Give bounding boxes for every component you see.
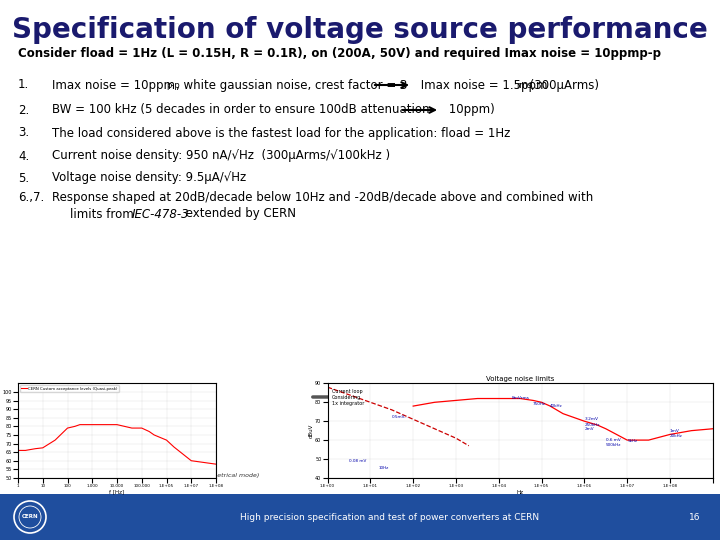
Text: CERN: CERN: [22, 515, 38, 519]
Text: Current noise density: 950 nA/√Hz  (300μArms/√100kHz ): Current noise density: 950 nA/√Hz (300μA…: [52, 150, 390, 163]
Text: 40kHz: 40kHz: [550, 404, 563, 408]
Text: 0.5mV...: 0.5mV...: [392, 415, 408, 420]
Text: 1mV: 1mV: [670, 429, 680, 433]
Text: Voltage noise density: 9.5μA/√Hz: Voltage noise density: 9.5μA/√Hz: [52, 172, 246, 185]
Text: limits from: limits from: [70, 207, 138, 220]
Text: 3.: 3.: [18, 126, 29, 139]
Text: 750Hz: 750Hz: [533, 402, 546, 406]
Text: extended by CERN: extended by CERN: [182, 207, 296, 220]
Text: 1.: 1.: [18, 78, 30, 91]
Text: Consider fload = 1Hz (L = 0.15H, R = 0.1R), on (200A, 50V) and required Imax noi: Consider fload = 1Hz (L = 0.15H, R = 0.1…: [18, 46, 661, 59]
Legend: CERN Custom acceptance levels (Quasi-peak): CERN Custom acceptance levels (Quasi-pea…: [20, 386, 119, 392]
Text: 500kHz: 500kHz: [606, 443, 621, 447]
Title: Voltage noise limits: Voltage noise limits: [486, 376, 554, 382]
Text: 3.2mV: 3.2mV: [585, 417, 598, 421]
Text: BW = 100 kHz (5 decades in order to ensure 100dB attenuation: BW = 100 kHz (5 decades in order to ensu…: [52, 104, 437, 117]
Text: The load considered above is the fastest load for the application: fload = 1Hz: The load considered above is the fastest…: [52, 126, 510, 139]
Text: 2mV: 2mV: [585, 427, 594, 431]
Text: 10Hz: 10Hz: [379, 467, 390, 470]
Text: Imax noise = 10ppm: Imax noise = 10ppm: [52, 78, 175, 91]
Text: Imax noise = 1.5ppm: Imax noise = 1.5ppm: [417, 78, 547, 91]
Text: p-p: p-p: [166, 80, 180, 90]
Y-axis label: dBuV: dBuV: [309, 423, 314, 438]
Text: Figure 1b: Output RMS voltage mask (differential and dissymmetrical mode): Figure 1b: Output RMS voltage mask (diff…: [18, 474, 259, 478]
Text: 8mVrms: 8mVrms: [512, 396, 529, 400]
Text: 0.08 mV: 0.08 mV: [349, 459, 366, 463]
Text: 6.,7.: 6.,7.: [18, 192, 44, 205]
Text: 0.6 mV: 0.6 mV: [606, 438, 621, 442]
Text: High precision specification and test of power converters at CERN: High precision specification and test of…: [240, 512, 539, 522]
Y-axis label: V [dBpV]: V [dBpV]: [0, 418, 1, 443]
Text: Response shaped at 20dB/decade below 10Hz and -20dB/decade above and combined wi: Response shaped at 20dB/decade below 10H…: [52, 192, 593, 205]
Text: Current loop
Considering
1x integrator: Current loop Considering 1x integrator: [332, 389, 364, 406]
Text: (300μArms): (300μArms): [526, 78, 599, 91]
Text: 5.: 5.: [18, 172, 29, 185]
Text: , white gaussian noise, crest factor = 3: , white gaussian noise, crest factor = 3: [176, 78, 415, 91]
X-axis label: f [Hz]: f [Hz]: [109, 490, 125, 495]
Text: 4.: 4.: [18, 150, 30, 163]
Text: IEC-478-3: IEC-478-3: [132, 207, 189, 220]
Bar: [0, 494, 720, 540]
Text: Specification of voltage source performance: Specification of voltage source performa…: [12, 16, 708, 44]
Text: 16: 16: [689, 512, 701, 522]
Text: rms: rms: [516, 80, 532, 90]
Text: 10ppm): 10ppm): [445, 104, 495, 117]
Text: 5kHz: 5kHz: [627, 439, 637, 443]
Text: 250kHz: 250kHz: [585, 423, 600, 427]
Text: 20kHz: 20kHz: [670, 434, 683, 438]
X-axis label: Hz: Hz: [517, 490, 523, 495]
Text: 2.: 2.: [18, 104, 30, 117]
